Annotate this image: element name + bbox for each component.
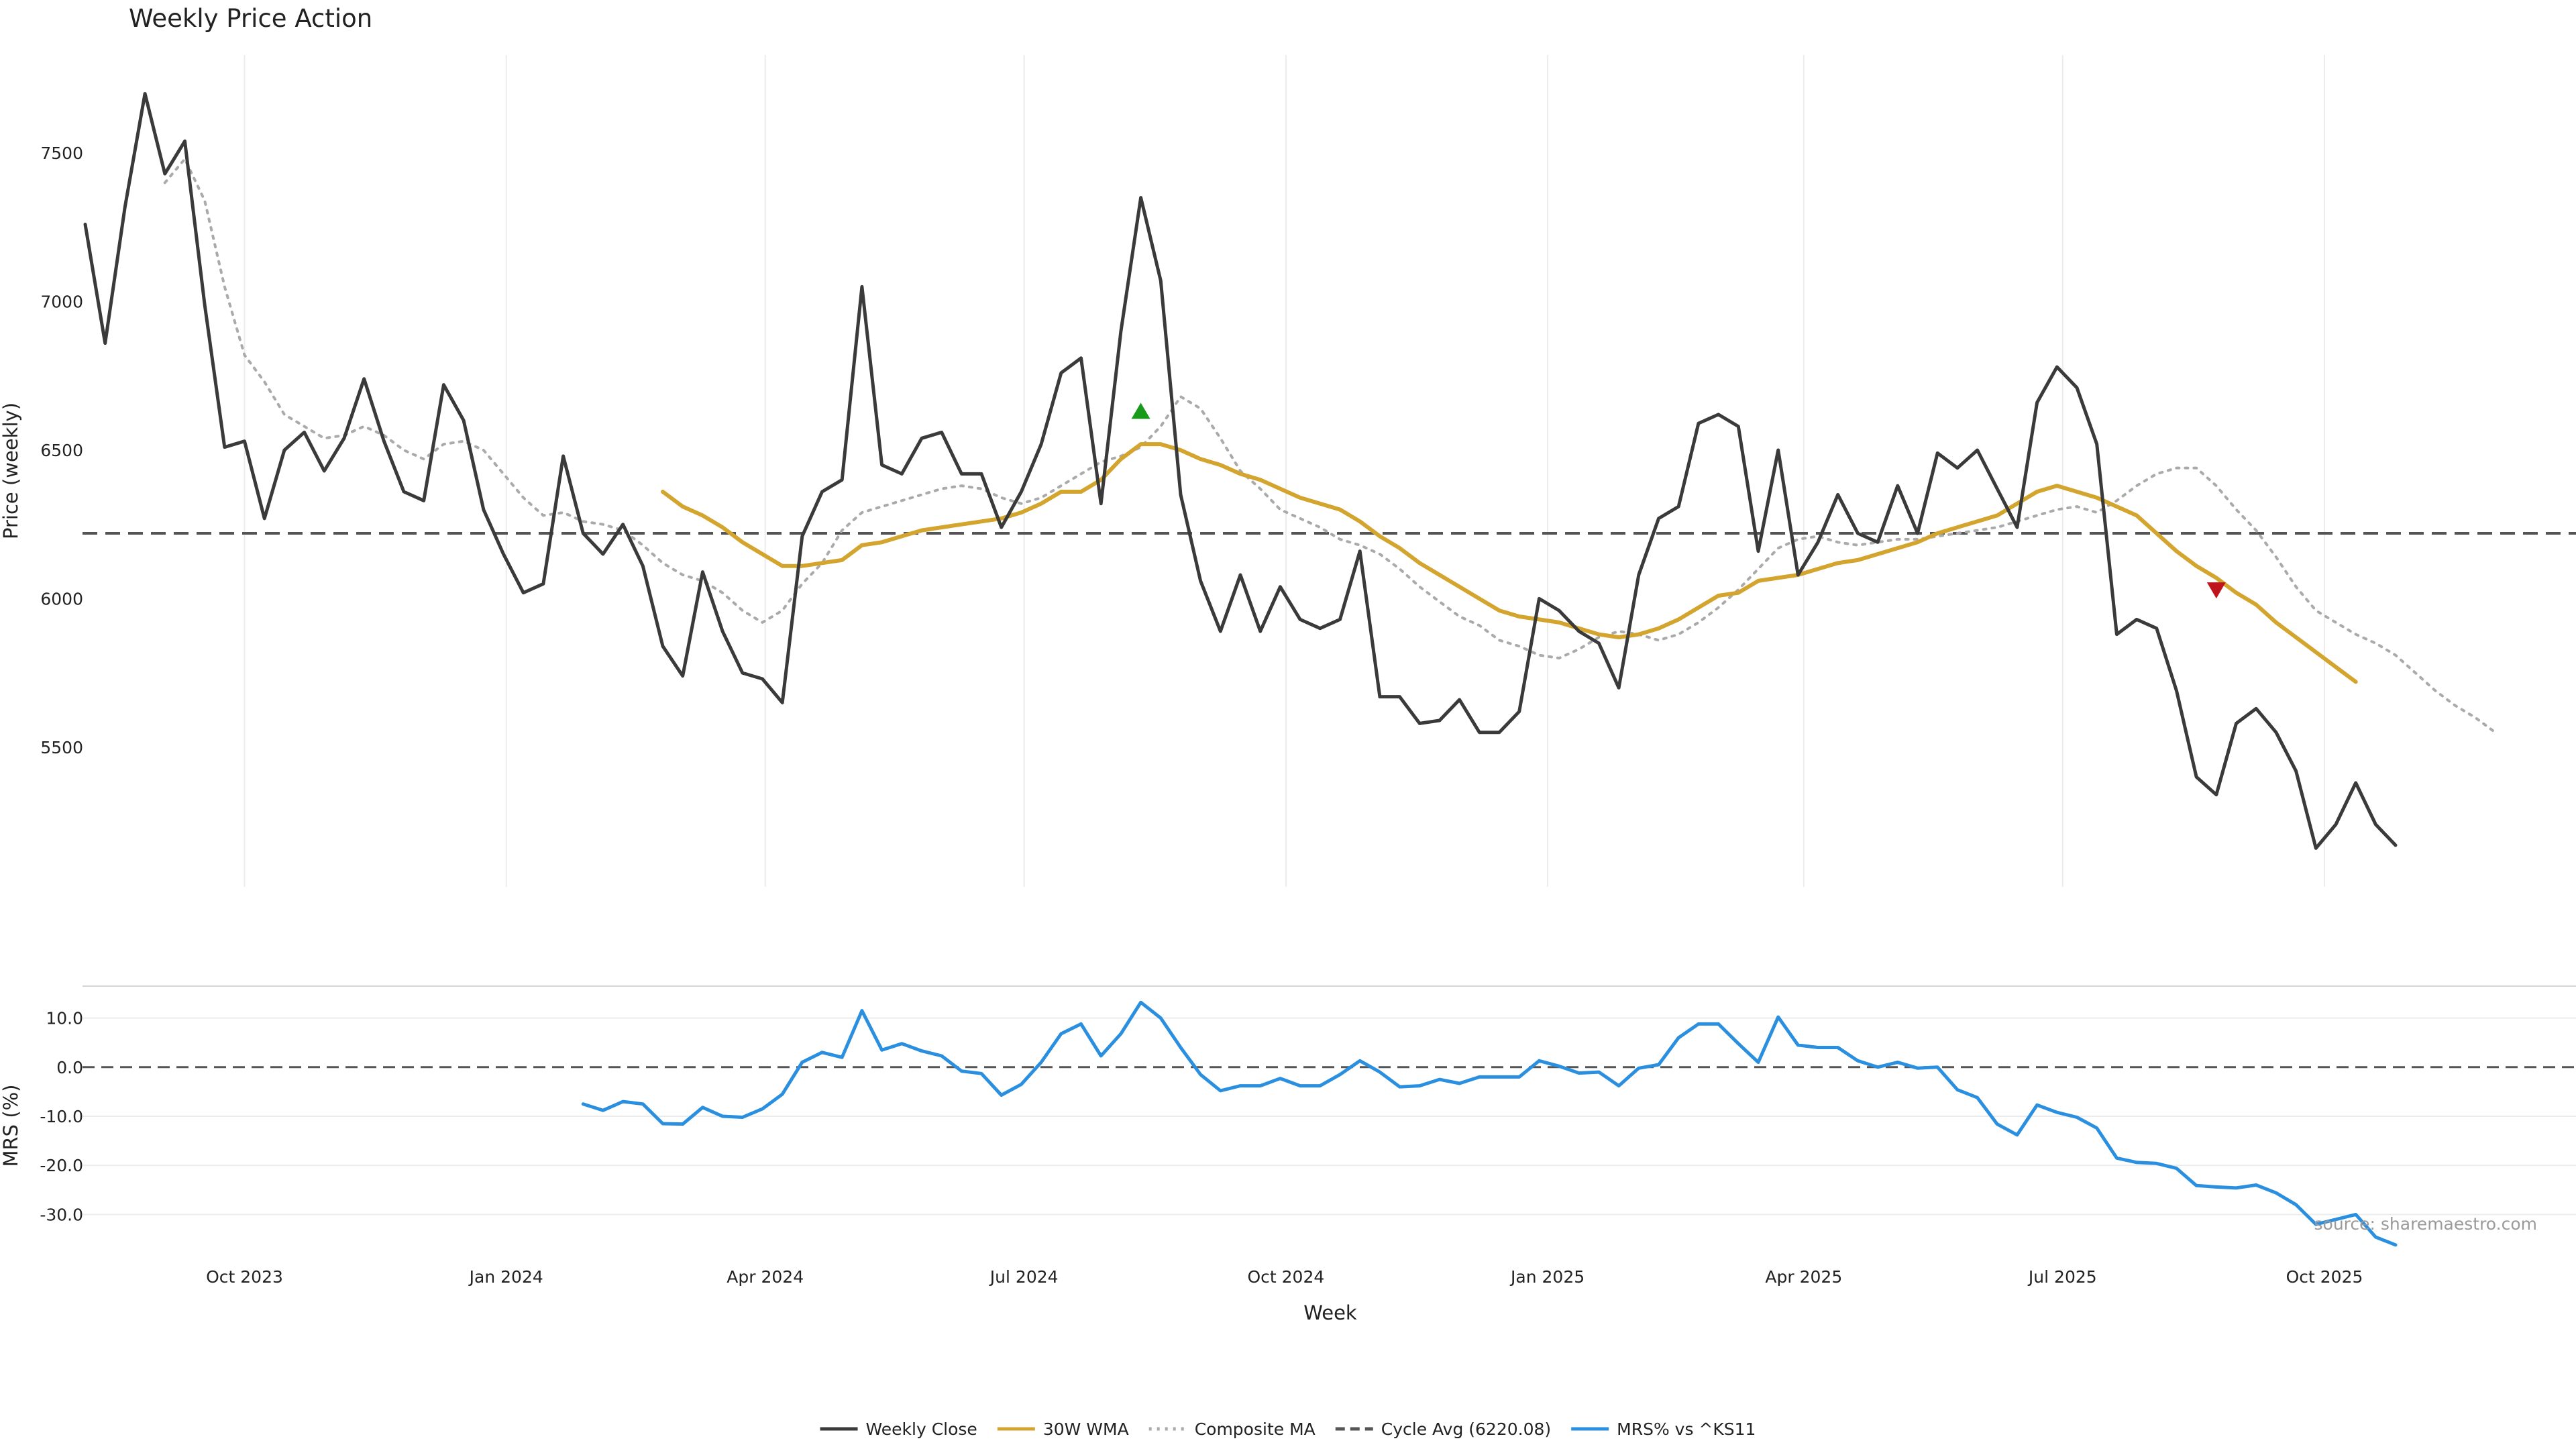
mrs-line bbox=[581, 1000, 2398, 1247]
x-tick-label: Oct 2024 bbox=[1247, 1267, 1324, 1287]
x-tick-label: Jul 2025 bbox=[2027, 1267, 2097, 1287]
30w-wma-line bbox=[661, 442, 2358, 684]
price-y-ticks: 5500 6000 6500 7000 7500 bbox=[40, 144, 83, 757]
legend: Weekly Close 30W WMA Composite MA Cycle Avg… bbox=[820, 1419, 1756, 1439]
price-panel: 5500 6000 6500 7000 7500 Price (weekly) bbox=[0, 55, 2576, 887]
x-ticks: Oct 2023 Jan 2024 Apr 2024 Jul 2024 Oct 2024… bbox=[206, 1267, 2363, 1287]
x-axis-label: Week bbox=[1303, 1301, 1357, 1324]
price-chart-title: Weekly Price Action bbox=[129, 4, 372, 33]
mrs-y-axis-label: MRS (%) bbox=[0, 1085, 22, 1167]
weekly-close-line bbox=[83, 92, 2398, 850]
price-y-axis-label: Price (weekly) bbox=[0, 402, 22, 539]
price-y-tick-label: 6500 bbox=[40, 441, 83, 460]
mrs-y-tick-label: 0.0 bbox=[56, 1058, 83, 1077]
mrs-y-ticks: -30.0 -20.0 -10.0 0.0 10.0 bbox=[40, 1009, 83, 1225]
mrs-y-tick-label: 10.0 bbox=[46, 1009, 83, 1028]
legend-label: Weekly Close bbox=[866, 1419, 977, 1439]
mrs-y-tick-label: -30.0 bbox=[40, 1205, 83, 1224]
buy-signal-marker bbox=[1131, 402, 1150, 419]
legend-label: Composite MA bbox=[1195, 1419, 1316, 1439]
x-tick-label: Oct 2025 bbox=[2286, 1267, 2363, 1287]
mrs-y-tick-label: -20.0 bbox=[40, 1156, 83, 1175]
price-y-tick-label: 5500 bbox=[40, 738, 83, 757]
legend-label: Cycle Avg (6220.08) bbox=[1381, 1419, 1551, 1439]
mrs-y-tick-label: -10.0 bbox=[40, 1107, 83, 1126]
price-series bbox=[83, 92, 2576, 850]
x-tick-label: Apr 2025 bbox=[1765, 1267, 1842, 1287]
x-tick-label: Jan 2024 bbox=[468, 1267, 543, 1287]
x-tick-label: Jul 2024 bbox=[989, 1267, 1059, 1287]
price-y-tick-label: 7000 bbox=[40, 292, 83, 312]
mrs-series bbox=[83, 1000, 2576, 1247]
price-y-tick-label: 6000 bbox=[40, 589, 83, 608]
legend-label: 30W WMA bbox=[1043, 1419, 1129, 1439]
price-grid bbox=[244, 55, 2326, 887]
legend-label: MRS% vs ^KS11 bbox=[1617, 1419, 1756, 1439]
x-tick-label: Oct 2023 bbox=[206, 1267, 283, 1287]
sell-signal-marker bbox=[2206, 582, 2226, 599]
source-note: source: sharemaestro.com bbox=[2314, 1214, 2538, 1234]
mrs-panel: -30.0 -20.0 -10.0 0.0 10.0 MRS (%) source: s… bbox=[0, 985, 2576, 1247]
price-markers bbox=[1131, 402, 2226, 599]
x-tick-label: Apr 2024 bbox=[727, 1267, 804, 1287]
price-y-tick-label: 7500 bbox=[40, 144, 83, 163]
x-tick-label: Jan 2025 bbox=[1509, 1267, 1585, 1287]
